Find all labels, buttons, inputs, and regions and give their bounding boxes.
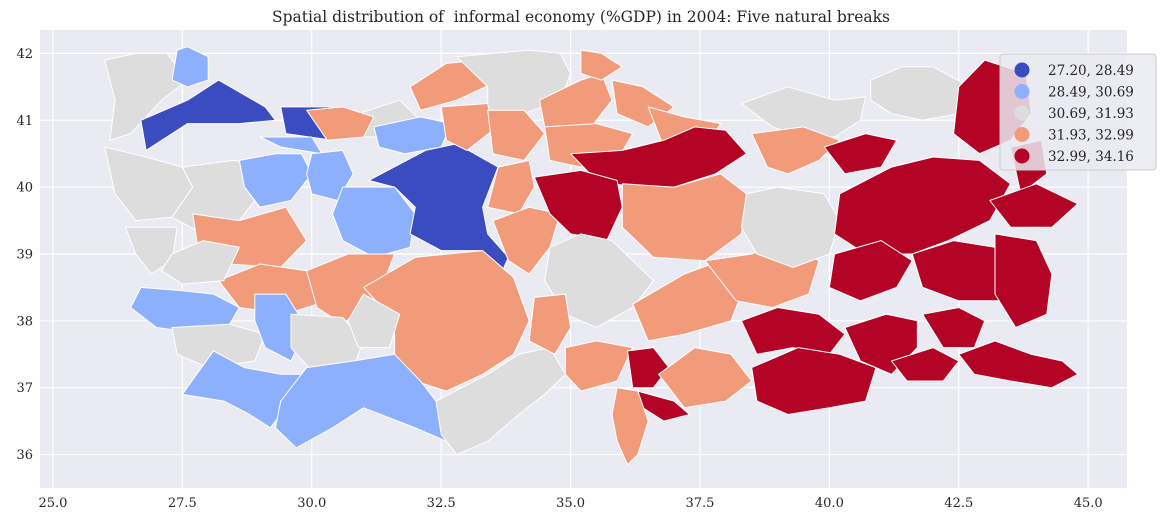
legend-marker	[1014, 127, 1030, 142]
y-tick-label: 37	[16, 381, 33, 396]
province-region	[528, 293, 572, 355]
province-region	[564, 340, 634, 392]
province-region	[440, 103, 494, 151]
chart-title: Spatial distribution of informal economy…	[272, 8, 890, 26]
province-regions	[104, 46, 1079, 466]
province-region	[347, 293, 401, 349]
province-region	[828, 240, 913, 302]
legend-label: 27.20, 28.49	[1048, 63, 1134, 79]
y-tick-label: 36	[16, 448, 33, 463]
province-region	[994, 233, 1053, 328]
axis-ticks: 25.0 27.5 30.0 32.5 35.0 37.5 40.0 42.5 45.0 36 37…	[16, 47, 1102, 511]
x-tick-label: 40.0	[815, 496, 844, 511]
x-tick-label: 25.0	[38, 496, 67, 511]
province-region	[140, 79, 276, 151]
legend-label: 32.99, 34.16	[1048, 149, 1134, 165]
province-region	[487, 159, 535, 215]
legend-label: 31.93, 32.99	[1048, 128, 1134, 144]
province-region	[740, 307, 846, 355]
province-region	[580, 49, 623, 81]
province-region	[104, 52, 188, 141]
legend: 27.20, 28.49 28.49, 30.69 30.69, 31.93 31.9…	[999, 53, 1157, 171]
province-region	[124, 226, 178, 275]
province-region	[171, 46, 209, 88]
province-region	[621, 173, 747, 262]
x-tick-label: 35.0	[556, 496, 585, 511]
province-region	[922, 307, 986, 349]
legend-marker	[1014, 84, 1030, 99]
province-region	[435, 347, 566, 456]
x-tick-label: 27.5	[168, 496, 197, 511]
y-tick-label: 41	[16, 114, 33, 129]
legend-label: 28.49, 30.69	[1048, 85, 1134, 101]
province-region	[751, 347, 877, 415]
legend-marker	[1014, 105, 1030, 121]
province-region	[611, 387, 649, 466]
x-tick-label: 32.5	[427, 496, 456, 511]
province-region	[823, 133, 898, 175]
province-region	[487, 109, 546, 161]
legend-entries: 27.20, 28.49 28.49, 30.69 30.69, 31.93 31.9…	[1014, 62, 1134, 165]
legend-marker	[1014, 62, 1030, 78]
legend-box	[999, 53, 1157, 171]
province-region	[533, 169, 623, 242]
province-region	[306, 106, 375, 141]
y-tick-label: 40	[16, 181, 33, 196]
legend-marker	[1014, 148, 1030, 164]
x-tick-label: 45.0	[1074, 496, 1103, 511]
province-region	[834, 156, 1011, 255]
x-tick-label: 42.5	[944, 496, 973, 511]
legend-label: 30.69, 31.93	[1048, 106, 1134, 122]
x-tick-label: 30.0	[297, 496, 326, 511]
province-region	[958, 340, 1079, 389]
province-region	[363, 250, 530, 392]
province-region	[751, 126, 841, 175]
y-tick-label: 42	[16, 47, 33, 62]
province-region	[161, 240, 240, 285]
province-region	[332, 186, 416, 258]
y-tick-label: 39	[16, 247, 33, 262]
province-region	[171, 323, 266, 369]
y-tick-label: 38	[16, 314, 33, 329]
province-region	[238, 153, 313, 208]
province-region	[740, 186, 841, 268]
province-region	[456, 49, 572, 115]
province-region	[658, 347, 753, 409]
x-tick-label: 37.5	[685, 496, 714, 511]
province-region	[570, 126, 747, 188]
province-region	[989, 183, 1079, 228]
province-region	[891, 347, 960, 382]
